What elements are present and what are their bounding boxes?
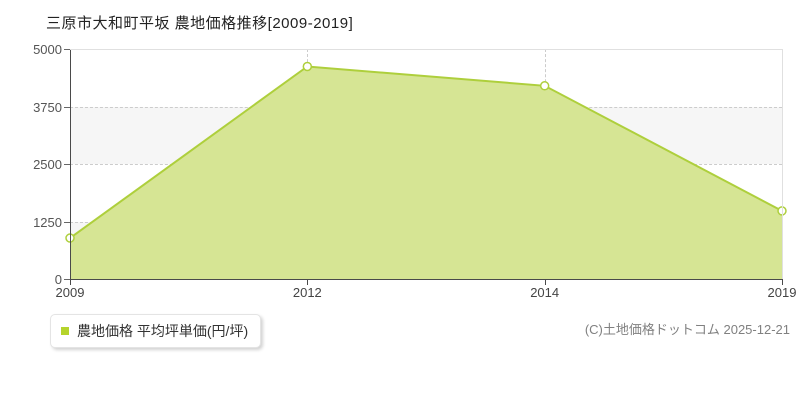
y-axis-tick-label: 2500: [33, 157, 62, 172]
x-axis-tick: [307, 280, 309, 285]
x-axis-tick: [544, 280, 546, 285]
data-point-marker: [539, 81, 550, 91]
plot-top-border: [70, 49, 782, 50]
area-fill: [70, 66, 782, 279]
y-axis-tick-label: 0: [54, 272, 62, 287]
x-axis-line: [70, 279, 783, 280]
x-axis-tick-label: 2014: [530, 285, 560, 300]
y-axis-tick: [64, 221, 70, 223]
y-axis-tick: [64, 164, 70, 165]
x-axis-tick-label: 2009: [55, 285, 85, 300]
copyright-note: (C)土地価格ドットコム 2025-12-21: [584, 322, 790, 337]
y-axis-tick-label: 5000: [33, 42, 62, 57]
plot-area: [65, 49, 787, 279]
x-axis-tick-label: 2019: [767, 285, 797, 300]
y-axis-line: [70, 49, 71, 280]
y-axis-tick: [64, 106, 70, 108]
area-series: [65, 61, 787, 279]
y-axis-tick-label: 1250: [33, 214, 62, 230]
x-axis-tick: [782, 280, 783, 285]
y-axis-tick: [64, 49, 70, 50]
plot-right-border: [782, 49, 783, 279]
legend-swatch-icon: [61, 327, 69, 335]
data-point-marker: [302, 61, 313, 72]
y-axis-tick-label: 3750: [33, 99, 62, 115]
legend: 農地価格 平均坪単価(円/坪): [50, 314, 262, 348]
y-axis-tick: [64, 279, 70, 280]
series-line: [69, 65, 783, 239]
chart-title: 三原市大和町平坂 農地価格推移[2009-2019]: [46, 15, 354, 32]
legend-label: 農地価格 平均坪単価(円/坪): [77, 323, 249, 339]
x-axis-tick: [70, 280, 71, 285]
x-axis-tick-label: 2012: [292, 285, 322, 300]
